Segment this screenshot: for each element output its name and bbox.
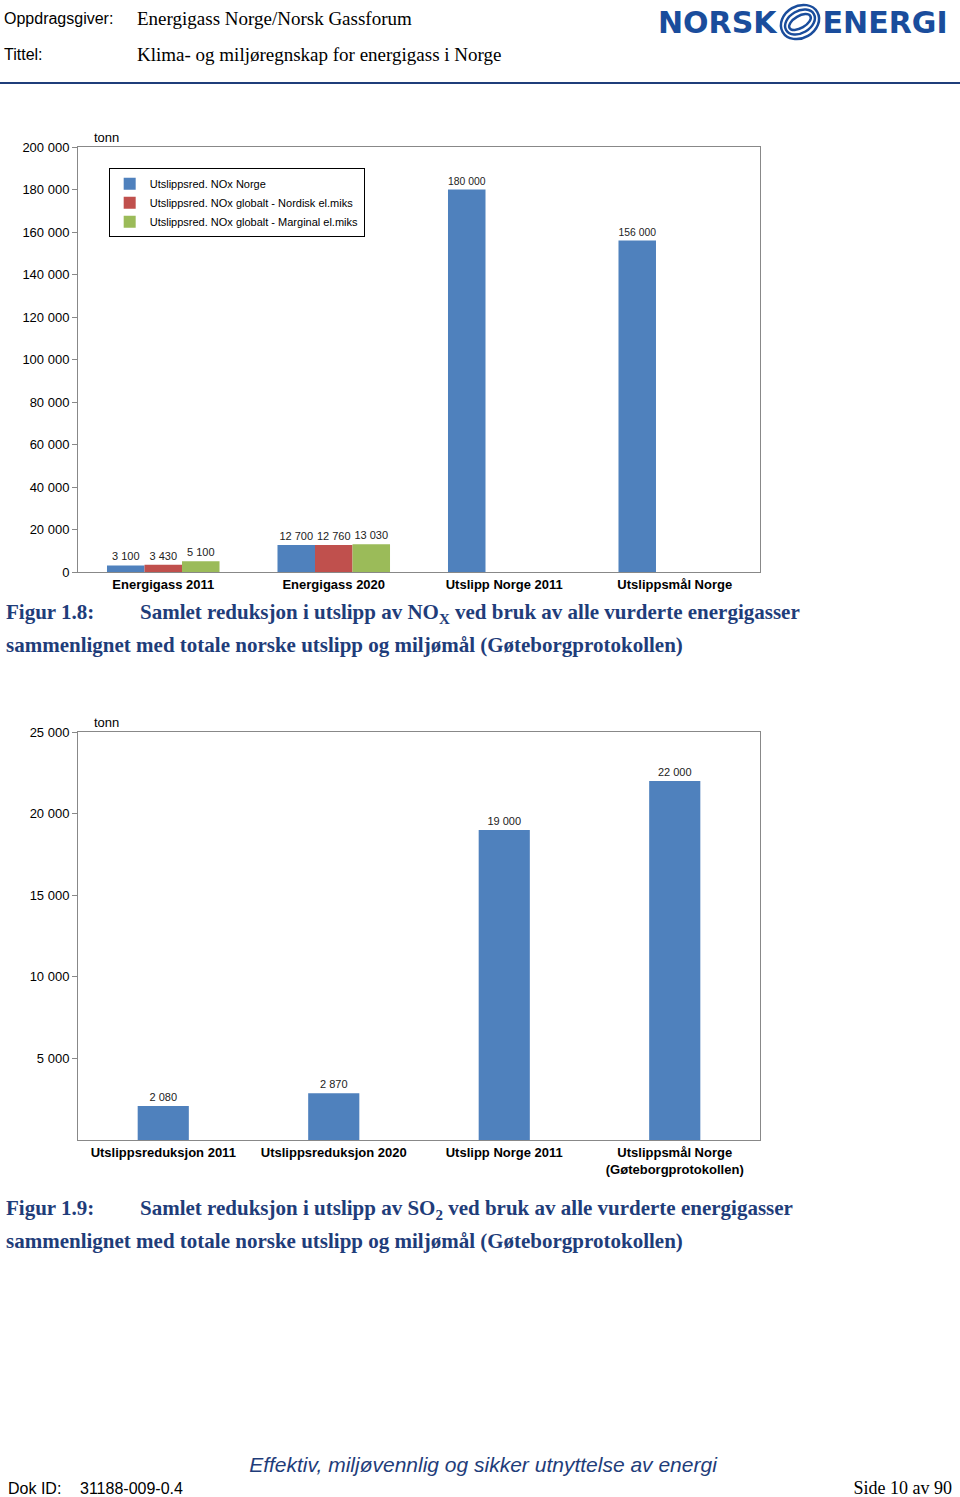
html-text:Samlet reduksjon i utslipp av: Samlet reduksjon i utslipp av NOXved bru… <box>6 600 800 658</box>
svg-text:100 000: 100 000 <box>22 352 69 367</box>
svg-text:180 000: 180 000 <box>22 182 69 197</box>
svg-text:20 000: 20 000 <box>30 806 70 821</box>
svg-text:2 870: 2 870 <box>320 1078 348 1090</box>
html-text:NORSK: NORSK <box>658 4 777 40</box>
svg-text:Utslippsreduksjon 2020: Utslippsreduksjon 2020 <box>261 1145 407 1160</box>
svg-text:2 080: 2 080 <box>149 1091 177 1103</box>
html-text:31188-009-0.4: 31188-009-0.4 <box>80 1480 183 1497</box>
svg-text:13 030: 13 030 <box>354 529 388 541</box>
svg-text:3 430: 3 430 <box>149 550 177 562</box>
svg-text:Utslipp Norge 2011: Utslipp Norge 2011 <box>446 577 563 592</box>
svg-text:Energigass 2020: Energigass 2020 <box>282 577 385 592</box>
svg-text:160 000: 160 000 <box>22 225 69 240</box>
svg-text:200 000: 200 000 <box>22 140 69 155</box>
html-text:ENERGI: ENERGI <box>822 4 948 40</box>
svg-text:Utslippsred. NOx globalt - Nor: Utslippsred. NOx globalt - Nordisk el.mi… <box>150 197 353 209</box>
svg-text:120 000: 120 000 <box>22 310 69 325</box>
svg-text:156 000: 156 000 <box>619 227 657 238</box>
svg-text:Utslippsred. NOx globalt - Mar: Utslippsred. NOx globalt - Marginal el.m… <box>150 216 358 228</box>
svg-text:40 000: 40 000 <box>30 480 70 495</box>
svg-text:3 100: 3 100 <box>112 550 140 562</box>
html-text:Dok ID:: Dok ID: <box>8 1480 62 1497</box>
html-text:Oppdragsgiver:: Oppdragsgiver: <box>4 10 114 27</box>
svg-text:Energigass 2011: Energigass 2011 <box>112 577 214 592</box>
svg-text:15 000: 15 000 <box>30 888 70 903</box>
svg-text:5 000: 5 000 <box>37 1051 70 1066</box>
svg-text:60 000: 60 000 <box>30 437 70 452</box>
html-text:Tittel:: Tittel: <box>4 46 43 63</box>
svg-text:19 000: 19 000 <box>487 815 521 827</box>
html-text:Figur 1.9:: Figur 1.9: <box>6 1196 95 1220</box>
svg-text:20 000: 20 000 <box>30 522 70 537</box>
html-text:Figur 1.8:: Figur 1.8: <box>6 600 95 624</box>
svg-text:180 000: 180 000 <box>448 176 486 187</box>
svg-text:Utslippsmål Norge: Utslippsmål Norge <box>617 577 732 592</box>
html-text:Side 10 av 90: Side 10 av 90 <box>853 1478 952 1497</box>
svg-text:10 000: 10 000 <box>30 969 70 984</box>
html-text:Samlet reduksjon i utslipp av: Samlet reduksjon i utslipp av SO2ved bru… <box>6 1196 793 1254</box>
svg-text:Utslippsred. NOx Norge: Utslippsred. NOx Norge <box>150 178 266 190</box>
html-text:Energigass Norge/Norsk Gassfor: Energigass Norge/Norsk Gassforum <box>137 8 412 29</box>
svg-text:25 000: 25 000 <box>30 725 70 740</box>
svg-text:22 000: 22 000 <box>658 766 692 778</box>
svg-text:Utslippsreduksjon 2011: Utslippsreduksjon 2011 <box>91 1145 236 1160</box>
html-text:Effektiv, miljøvennlig og sikk: Effektiv, miljøvennlig og sikker utnytte… <box>249 1453 717 1476</box>
svg-text:140 000: 140 000 <box>22 267 69 282</box>
svg-text:5 100: 5 100 <box>187 546 215 558</box>
svg-text:tonn: tonn <box>94 715 119 730</box>
svg-text:80 000: 80 000 <box>30 395 70 410</box>
html-text:Klima- og miljøregnskap for en: Klima- og miljøregnskap for energigass i… <box>137 44 502 65</box>
svg-text:tonn: tonn <box>94 130 119 145</box>
svg-text:12 760: 12 760 <box>317 530 351 542</box>
svg-text:Utslippsmål Norge(Gøteborgprot: Utslippsmål Norge(Gøteborgprotokollen) <box>606 1145 744 1177</box>
svg-text:12 700: 12 700 <box>279 530 313 542</box>
svg-text:Utslipp Norge 2011: Utslipp Norge 2011 <box>446 1145 563 1160</box>
svg-text:0: 0 <box>62 565 69 580</box>
